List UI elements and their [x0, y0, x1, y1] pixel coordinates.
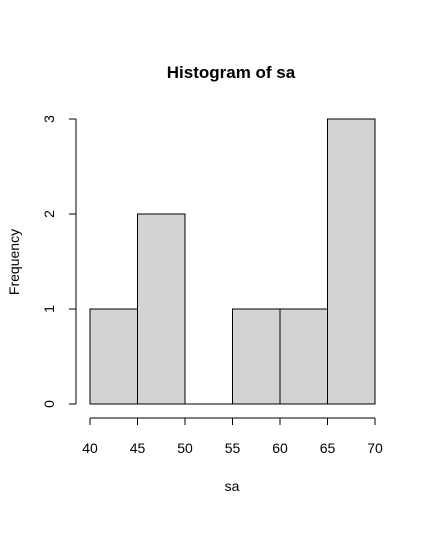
histogram-bar-5	[327, 118, 376, 405]
x-axis-label: sa	[225, 478, 240, 494]
histogram-bar-3	[232, 308, 281, 405]
y-tick-label: 0	[41, 400, 57, 408]
x-tick-label: 60	[272, 440, 288, 456]
x-tick-label: 50	[177, 440, 193, 456]
y-tick-label: 3	[41, 115, 57, 123]
x-axis: 40 45 50 55 60 65 70	[82, 417, 383, 456]
y-axis-label: Frequency	[6, 229, 22, 295]
x-tick-label: 40	[82, 440, 98, 456]
y-axis: 0 1 2 3	[41, 115, 77, 408]
y-tick-label: 2	[41, 210, 57, 218]
histogram-bar-1	[137, 213, 186, 405]
histogram-bar-0	[89, 308, 138, 405]
bars-group	[89, 118, 376, 405]
chart-title: Histogram of sa	[167, 63, 296, 82]
x-tick-label: 70	[367, 440, 383, 456]
y-tick-label: 1	[41, 305, 57, 313]
x-tick-label: 65	[320, 440, 336, 456]
histogram-bar-4	[279, 308, 328, 405]
x-tick-label: 55	[225, 440, 241, 456]
x-tick-label: 45	[130, 440, 146, 456]
